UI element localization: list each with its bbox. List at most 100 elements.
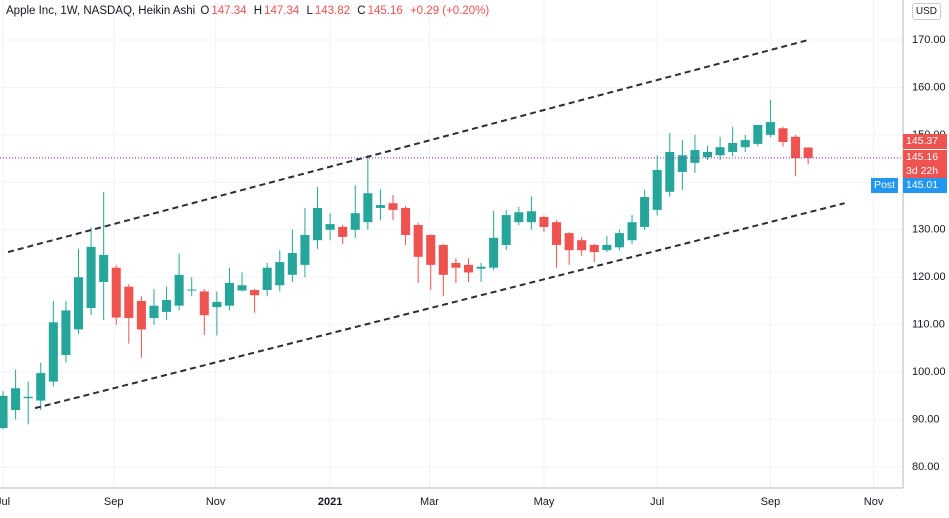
- candle-body: [237, 285, 247, 291]
- candle-body: [375, 205, 385, 208]
- candle-body: [338, 226, 348, 237]
- ohlc-value: 145.16: [367, 5, 403, 17]
- ohlc-value: 147.34: [211, 5, 247, 17]
- candle-body: [0, 395, 8, 429]
- x-tick-label: 2021: [318, 496, 342, 508]
- candle-body: [463, 264, 474, 273]
- candle-body: [401, 207, 411, 235]
- candle-body: [438, 244, 448, 275]
- candle-body: [564, 233, 574, 251]
- y-tick-label: 130.00: [912, 224, 946, 236]
- x-tick-label: Nov: [864, 496, 884, 508]
- candle-body: [61, 310, 71, 356]
- candle-body: [702, 151, 713, 158]
- candle-body: [187, 289, 197, 291]
- candle-body: [652, 169, 662, 210]
- candle-body: [23, 396, 33, 399]
- candle-body: [426, 234, 436, 265]
- candle-body: [325, 224, 335, 230]
- candle-body: [451, 262, 461, 268]
- candle-body: [589, 244, 599, 253]
- symbol: Apple Inc, 1W, NASDAQ, Heikin Ashi: [6, 5, 196, 17]
- ohlc-open: O 147.34: [200, 5, 248, 17]
- ohlc-label: H: [253, 5, 263, 17]
- trend-line: [7, 39, 809, 254]
- high-price-tag: 145.37: [903, 134, 947, 149]
- candle-body: [36, 373, 46, 401]
- candle-body: [677, 155, 687, 172]
- candle-body: [212, 301, 222, 308]
- x-tick-label: Sep: [761, 496, 781, 508]
- x-tick-label: May: [534, 496, 555, 508]
- candle-body: [501, 215, 511, 245]
- candle-body: [803, 147, 813, 158]
- candle-body: [174, 274, 184, 306]
- y-tick-label: 100.00: [912, 366, 946, 378]
- y-tick-label: 80.00: [912, 461, 940, 473]
- candle-body: [665, 151, 675, 192]
- candle-body: [765, 122, 775, 135]
- candle-body: [627, 222, 637, 241]
- last-price-tag: 145.16: [903, 150, 947, 165]
- candle-body: [73, 277, 84, 330]
- candle-body: [602, 244, 612, 251]
- candle-body: [199, 291, 209, 316]
- candle-body: [312, 207, 323, 241]
- candle-body: [287, 253, 297, 275]
- x-tick-label: Nov: [206, 496, 226, 508]
- candle-body: [388, 203, 398, 210]
- candle-body: [413, 225, 423, 257]
- candle-body: [224, 282, 234, 306]
- x-tick-label: Jul: [0, 496, 10, 508]
- countdown-tag: 3d 22h: [903, 164, 947, 179]
- ohlc-low: L 143.82: [306, 5, 352, 17]
- ohlc-label: O: [200, 5, 210, 17]
- candle-body: [300, 234, 310, 265]
- x-tick-label: Jul: [650, 496, 664, 508]
- candle-body: [350, 213, 360, 230]
- ohlc-label: C: [357, 5, 366, 17]
- candle-body: [86, 246, 96, 309]
- candle-body: [124, 286, 134, 319]
- candle-body: [728, 142, 738, 152]
- y-tick-label: 170.00: [912, 34, 946, 46]
- candle-body: [149, 305, 159, 319]
- ohlc-label: L: [306, 5, 313, 17]
- currency-button[interactable]: USD: [911, 3, 941, 20]
- candle-body: [526, 211, 536, 223]
- y-tick-label: 110.00: [912, 319, 945, 331]
- candle-body: [136, 300, 146, 330]
- candle-body: [476, 266, 486, 269]
- legend-header: Apple Inc, 1W, NASDAQ, Heikin Ashi O 147.…: [6, 5, 491, 17]
- candle-body: [614, 233, 624, 248]
- post-price-tag: 145.01: [903, 178, 947, 193]
- candle-body: [539, 216, 549, 227]
- candle-body: [740, 140, 750, 148]
- candle-body: [99, 254, 109, 282]
- change: +0.29 (+0.20%): [409, 5, 490, 17]
- candle-body: [11, 388, 21, 411]
- y-tick-label: 160.00: [912, 81, 946, 93]
- post-label: Post: [871, 178, 899, 193]
- candle-body: [275, 262, 285, 286]
- ohlc-value: 143.82: [314, 5, 351, 17]
- candle-body: [690, 150, 700, 163]
- y-tick-label: 120.00: [912, 271, 946, 283]
- candle-body: [577, 240, 587, 251]
- x-tick-label: Mar: [420, 496, 439, 508]
- candle-body: [552, 222, 562, 245]
- candle-body: [715, 147, 725, 156]
- candle-body: [48, 322, 58, 382]
- candle-body: [489, 237, 499, 268]
- ohlc-high: H 147.34: [254, 5, 302, 17]
- candle-body: [791, 136, 801, 159]
- candle-body: [250, 290, 260, 296]
- candle-body: [363, 193, 373, 223]
- candle-body: [778, 128, 788, 142]
- candle-body: [640, 197, 650, 227]
- y-tick-label: 90.00: [912, 413, 940, 425]
- candle-body: [753, 124, 763, 144]
- candle-body: [262, 267, 272, 291]
